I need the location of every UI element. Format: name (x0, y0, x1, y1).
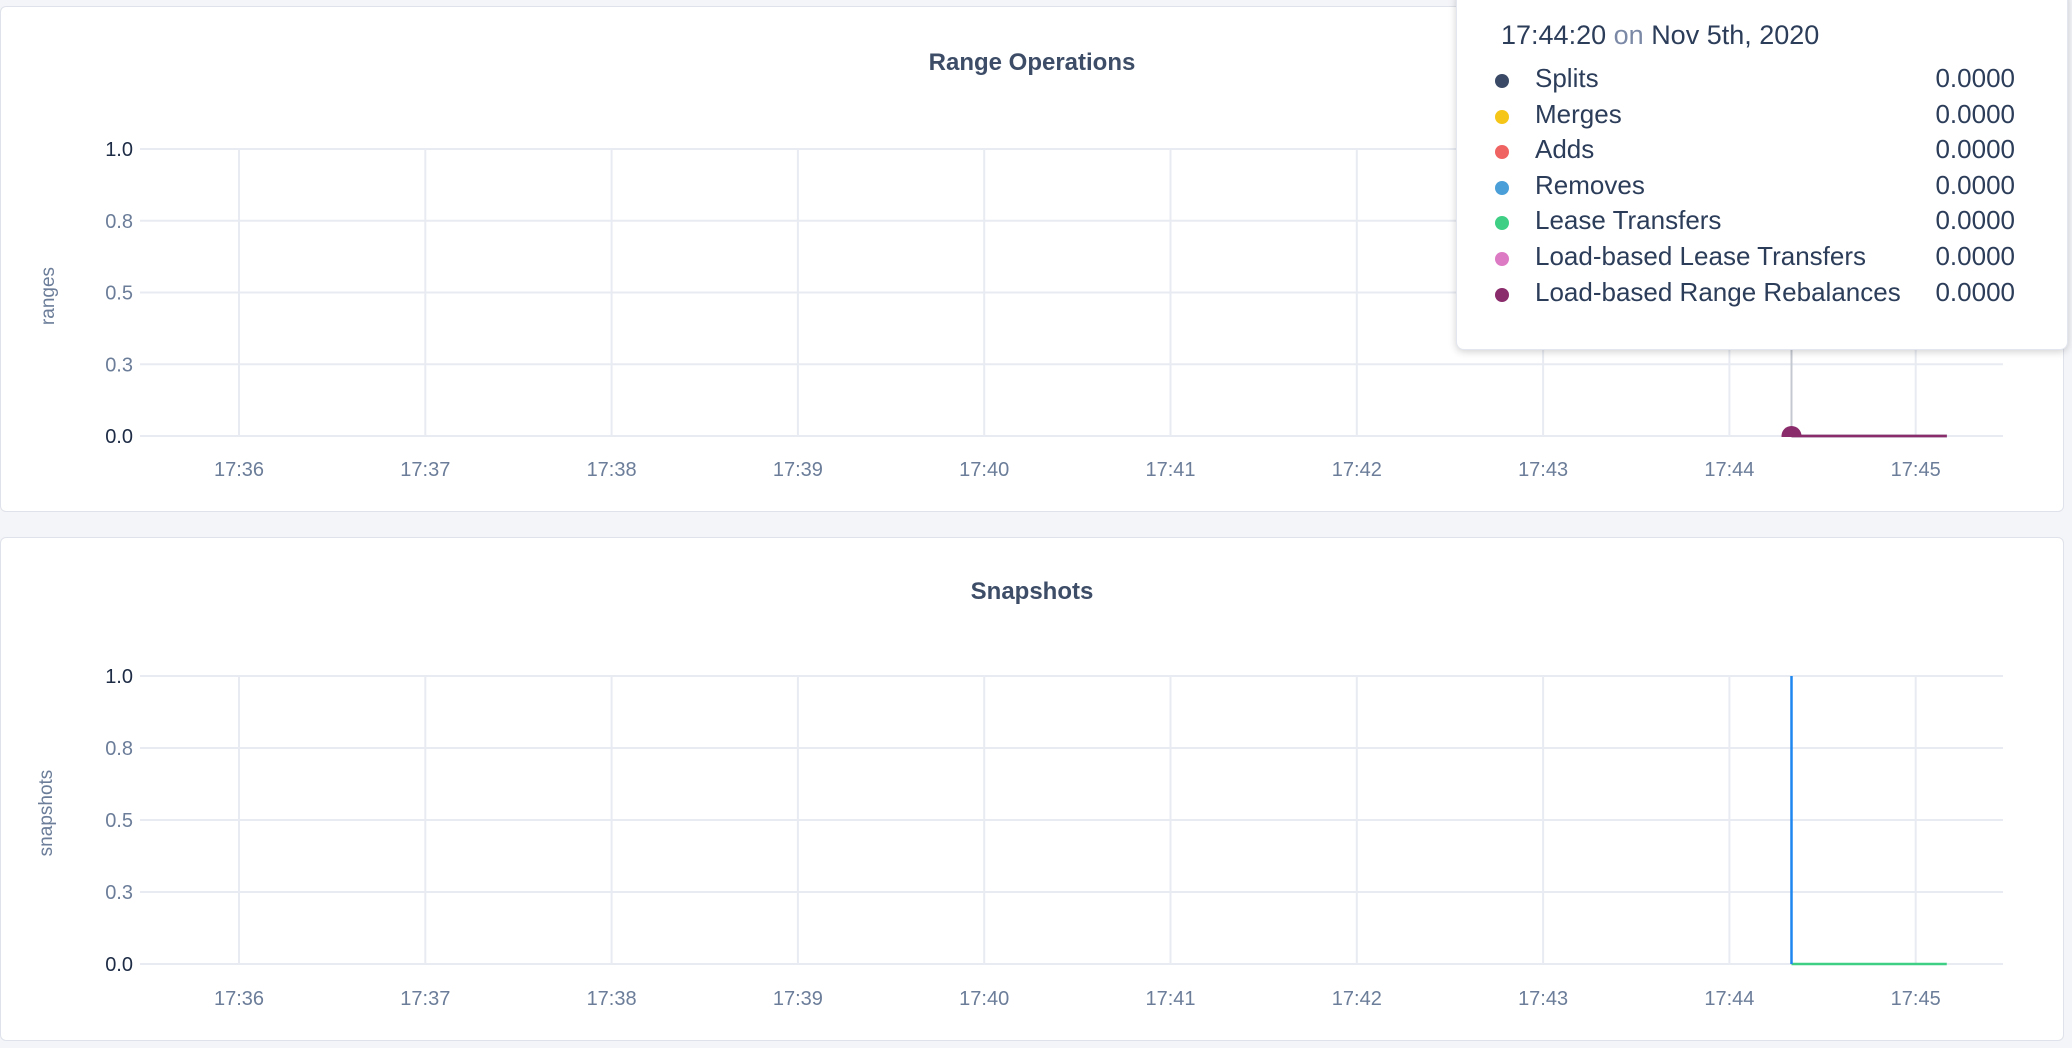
tooltip-row: Splits 0.0000 (1495, 63, 2015, 97)
x-tick-label: 17:36 (214, 988, 264, 1010)
tooltip-row: Lease Transfers 0.0000 (1495, 205, 2015, 239)
y-tick-label: 1.0 (105, 666, 133, 688)
y-tick-label: 0.3 (105, 354, 133, 376)
chart-title: Snapshots (970, 578, 1094, 605)
x-tick-label: 17:39 (773, 988, 823, 1010)
series-color-dot-icon (1495, 74, 1509, 88)
series-color-dot-icon (1495, 252, 1509, 266)
x-tick-label: 17:43 (1518, 459, 1568, 481)
tooltip-timestamp: 17:44:20 on Nov 5th, 2020 (1501, 20, 1819, 51)
x-tick-label: 17:45 (1891, 459, 1941, 481)
series-value: 0.0000 (1935, 134, 2015, 165)
snapshots-panel: Snapshots snapshots 1.0 0.8 0.5 0.3 0.0 17:36… (0, 537, 2064, 1041)
x-tick-label: 17:40 (959, 988, 1009, 1010)
y-tick-label: 0.8 (105, 738, 133, 760)
tooltip-row: Merges 0.0000 (1495, 99, 2015, 133)
x-tick-label: 17:38 (587, 988, 637, 1010)
series-value: 0.0000 (1935, 276, 2015, 307)
series-value: 0.0000 (1935, 241, 2015, 271)
tooltip-on: on (1613, 20, 1644, 50)
x-tick-label: 17:37 (400, 988, 450, 1010)
series-name: Merges (1535, 98, 1622, 129)
x-tick-label: 17:41 (1145, 988, 1195, 1010)
y-tick-label: 0.5 (105, 283, 133, 305)
x-tick-label: 17:40 (959, 459, 1009, 481)
y-tick-label: 0.3 (105, 882, 133, 904)
series-name: Load-based Range Rebalances (1535, 276, 1901, 307)
tooltip-row: Adds 0.0000 (1495, 134, 2015, 168)
x-tick-label: 17:38 (587, 459, 637, 481)
x-tick-label: 17:44 (1704, 988, 1754, 1010)
series-value: 0.0000 (1935, 205, 2015, 236)
series-name: Adds (1535, 134, 1595, 165)
series-value: 0.0000 (1935, 169, 2015, 200)
x-tick-label: 17:39 (773, 459, 823, 481)
snapshots-chart[interactable]: 1.0 0.8 0.5 0.3 0.0 17:36 17:37 17:38 17:39 17:40… (1, 538, 2065, 1042)
x-tick-label: 17:36 (214, 459, 264, 481)
x-tick-label: 17:44 (1704, 459, 1754, 481)
y-tick-label: 0.0 (105, 426, 133, 448)
chart-title: Range Operations (928, 49, 1136, 76)
series-color-dot-icon (1495, 145, 1509, 160)
hover-point-marker (1781, 426, 1802, 437)
tooltip-row: Removes 0.0000 (1495, 170, 2015, 204)
y-tick-label: 0.8 (105, 211, 133, 233)
tooltip-time: 17:44:20 (1501, 20, 1607, 50)
x-tick-label: 17:37 (400, 459, 450, 481)
series-color-dot-icon (1495, 180, 1509, 195)
y-tick-label: 0.0 (105, 954, 133, 976)
hover-tooltip: 17:44:20 on Nov 5th, 2020 Splits 0.0000 … (1456, 0, 2068, 350)
y-tick-label: 1.0 (105, 139, 133, 161)
series-name: Removes (1535, 169, 1645, 200)
series-color-dot-icon (1495, 109, 1509, 124)
x-tick-label: 17:42 (1332, 459, 1382, 481)
x-tick-label: 17:45 (1891, 988, 1941, 1010)
series-name: Lease Transfers (1535, 205, 1722, 236)
tooltip-row: Load-based Range Rebalances 0.0000 (1495, 277, 2015, 311)
series-value: 0.0000 (1935, 98, 2015, 129)
series-name: Load-based Lease Transfers (1535, 241, 1866, 271)
tooltip-date: Nov 5th, 2020 (1651, 20, 1820, 50)
tooltip-row: Load-based Lease Transfers 0.0000 (1495, 241, 2015, 275)
x-tick-label: 17:42 (1332, 988, 1382, 1010)
y-tick-label: 0.5 (105, 810, 133, 832)
x-tick-label: 17:41 (1145, 459, 1195, 481)
series-color-dot-icon (1495, 287, 1509, 302)
series-color-dot-icon (1495, 216, 1509, 231)
series-name: Splits (1535, 63, 1599, 93)
series-value: 0.0000 (1935, 63, 2015, 93)
x-tick-label: 17:43 (1518, 988, 1568, 1010)
